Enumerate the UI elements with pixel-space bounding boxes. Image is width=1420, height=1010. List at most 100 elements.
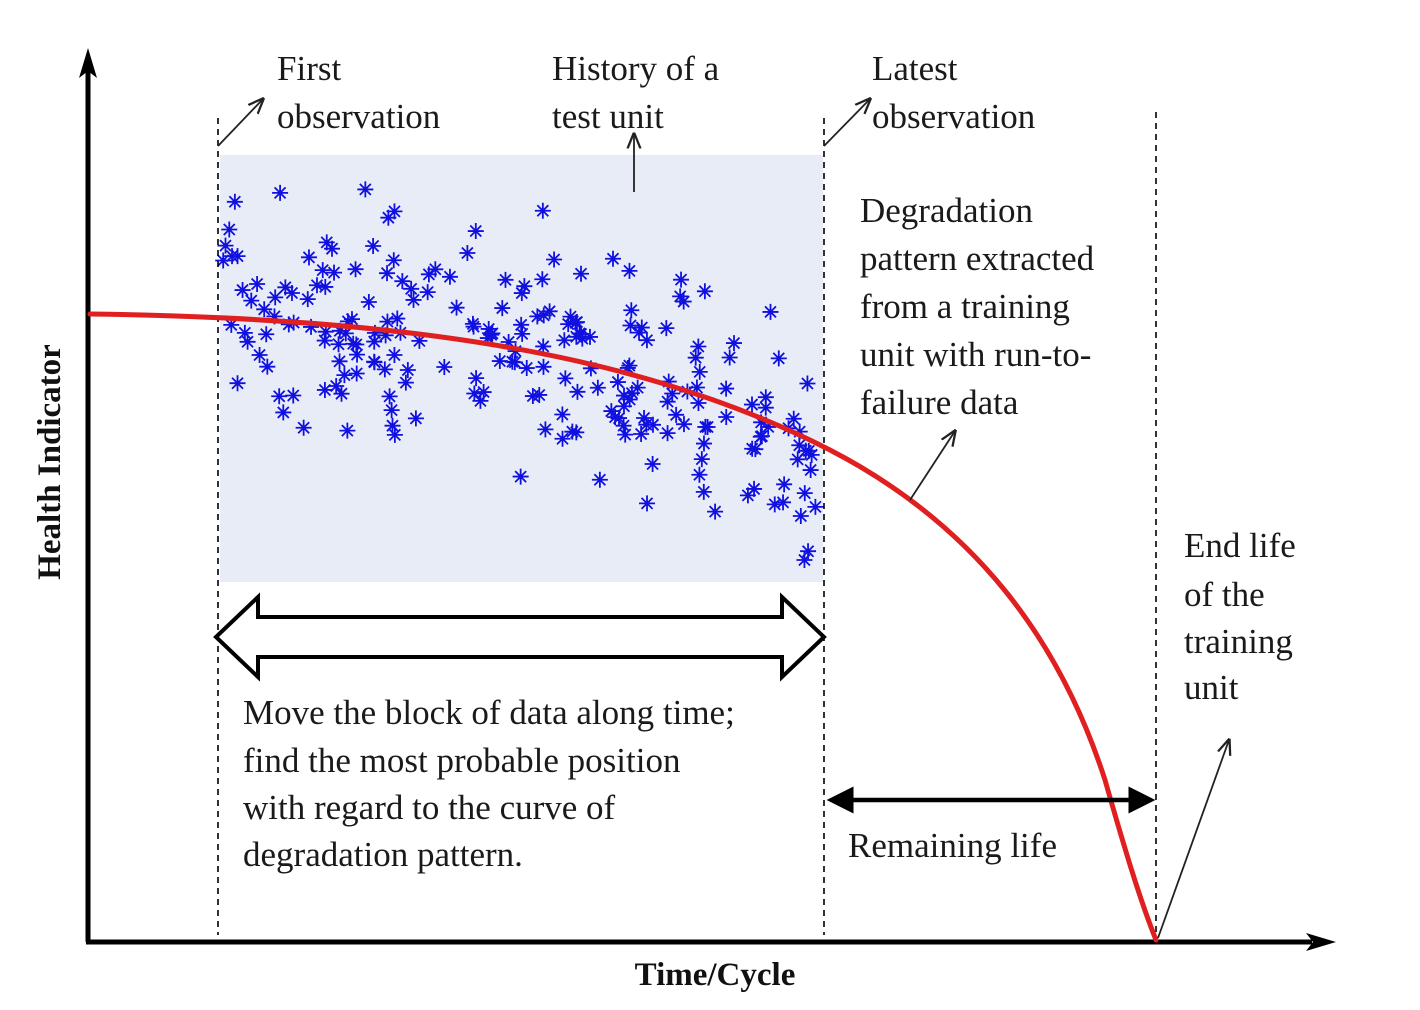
observation-marker — [668, 406, 685, 423]
observation-marker — [333, 385, 350, 402]
observation-marker — [757, 389, 774, 406]
observation-marker — [622, 317, 639, 334]
observation-marker — [792, 507, 809, 524]
observation-marker — [562, 308, 579, 325]
observation-marker — [534, 202, 551, 219]
observation-marker — [696, 283, 713, 300]
observation-marker — [687, 349, 704, 366]
observation-marker — [554, 430, 571, 447]
observation-marker — [512, 468, 529, 485]
observation-marker — [534, 271, 551, 288]
observation-marker — [726, 335, 743, 352]
observation-marker — [800, 543, 817, 560]
observation-marker — [258, 326, 275, 343]
observation-marker — [436, 359, 453, 376]
observation-marker — [328, 377, 345, 394]
observation-marker — [746, 480, 763, 497]
observation-marker — [535, 338, 552, 355]
move-block-double-arrow — [213, 592, 827, 682]
observation-marker — [623, 302, 640, 319]
observation-marker — [573, 265, 590, 282]
observation-marker — [744, 440, 761, 457]
observation-marker — [399, 362, 416, 379]
observation-marker — [314, 262, 331, 279]
observation-marker — [644, 416, 661, 433]
observation-marker — [800, 442, 817, 459]
observation-marker — [673, 271, 690, 288]
observation-marker — [389, 310, 406, 327]
observation-marker — [611, 410, 628, 427]
observation-marker — [554, 406, 571, 423]
observation-marker — [317, 323, 334, 340]
observation-marker — [621, 391, 638, 408]
observation-marker — [494, 300, 511, 317]
y-axis — [79, 48, 97, 942]
observation-marker — [285, 387, 302, 404]
observation-marker — [802, 462, 819, 479]
observation-marker — [379, 313, 396, 330]
observation-marker — [441, 268, 458, 285]
first-observation-pointer — [217, 99, 263, 147]
observation-marker — [524, 388, 541, 405]
observation-marker — [607, 409, 624, 426]
observation-marker — [760, 418, 777, 435]
observation-marker — [568, 314, 585, 331]
observation-marker — [636, 410, 653, 427]
observation-marker — [249, 276, 266, 293]
degradation-pointer — [909, 431, 955, 501]
observation-marker — [348, 336, 365, 353]
observation-marker — [757, 399, 774, 416]
observation-marker — [753, 414, 770, 431]
observation-marker — [639, 495, 656, 512]
observation-marker — [537, 421, 554, 438]
observation-marker — [366, 353, 383, 370]
observation-marker — [770, 350, 787, 367]
observation-marker — [271, 388, 288, 405]
observation-marker — [467, 223, 484, 240]
observation-marker — [226, 193, 243, 210]
observation-marker — [394, 273, 411, 290]
observation-marker — [675, 416, 692, 433]
observation-marker — [659, 393, 676, 410]
observation-marker — [564, 423, 581, 440]
observation-marker — [236, 324, 253, 341]
observation-marker — [419, 284, 436, 301]
observation-marker — [739, 487, 756, 504]
observation-marker — [744, 396, 761, 413]
observation-marker — [721, 349, 738, 366]
observation-marker — [791, 437, 808, 454]
observation-marker — [277, 279, 294, 296]
remaining-life-label: Remaining life — [848, 826, 1057, 865]
observation-marker — [518, 360, 535, 377]
observation-marker — [582, 360, 599, 377]
observation-marker — [500, 333, 517, 350]
observation-marker — [514, 325, 531, 342]
observation-marker — [690, 394, 707, 411]
observation-marker — [675, 293, 692, 310]
history-label: History of a test unit — [552, 49, 728, 136]
observation-marker — [776, 476, 793, 493]
observation-marker — [343, 311, 360, 328]
observation-marker — [664, 385, 681, 402]
observation-marker — [690, 338, 707, 355]
observation-marker — [466, 385, 483, 402]
observation-marker — [405, 291, 422, 308]
observation-marker — [299, 291, 316, 308]
observation-marker — [300, 249, 317, 266]
observation-marker — [348, 365, 365, 382]
observation-marker — [272, 184, 289, 201]
observation-marker — [347, 261, 364, 278]
latest-observation-pointer — [823, 99, 870, 147]
observation-marker — [658, 320, 675, 337]
observation-marker — [513, 316, 530, 333]
observation-marker — [251, 346, 268, 363]
observation-marker — [318, 234, 335, 251]
observation-marker — [695, 483, 712, 500]
observation-marker — [603, 403, 620, 420]
observation-marker — [775, 494, 792, 511]
observation-marker — [609, 374, 626, 391]
observation-marker — [365, 238, 382, 255]
observation-marker — [407, 410, 424, 427]
observation-marker — [339, 313, 356, 330]
observation-marker — [303, 318, 320, 335]
